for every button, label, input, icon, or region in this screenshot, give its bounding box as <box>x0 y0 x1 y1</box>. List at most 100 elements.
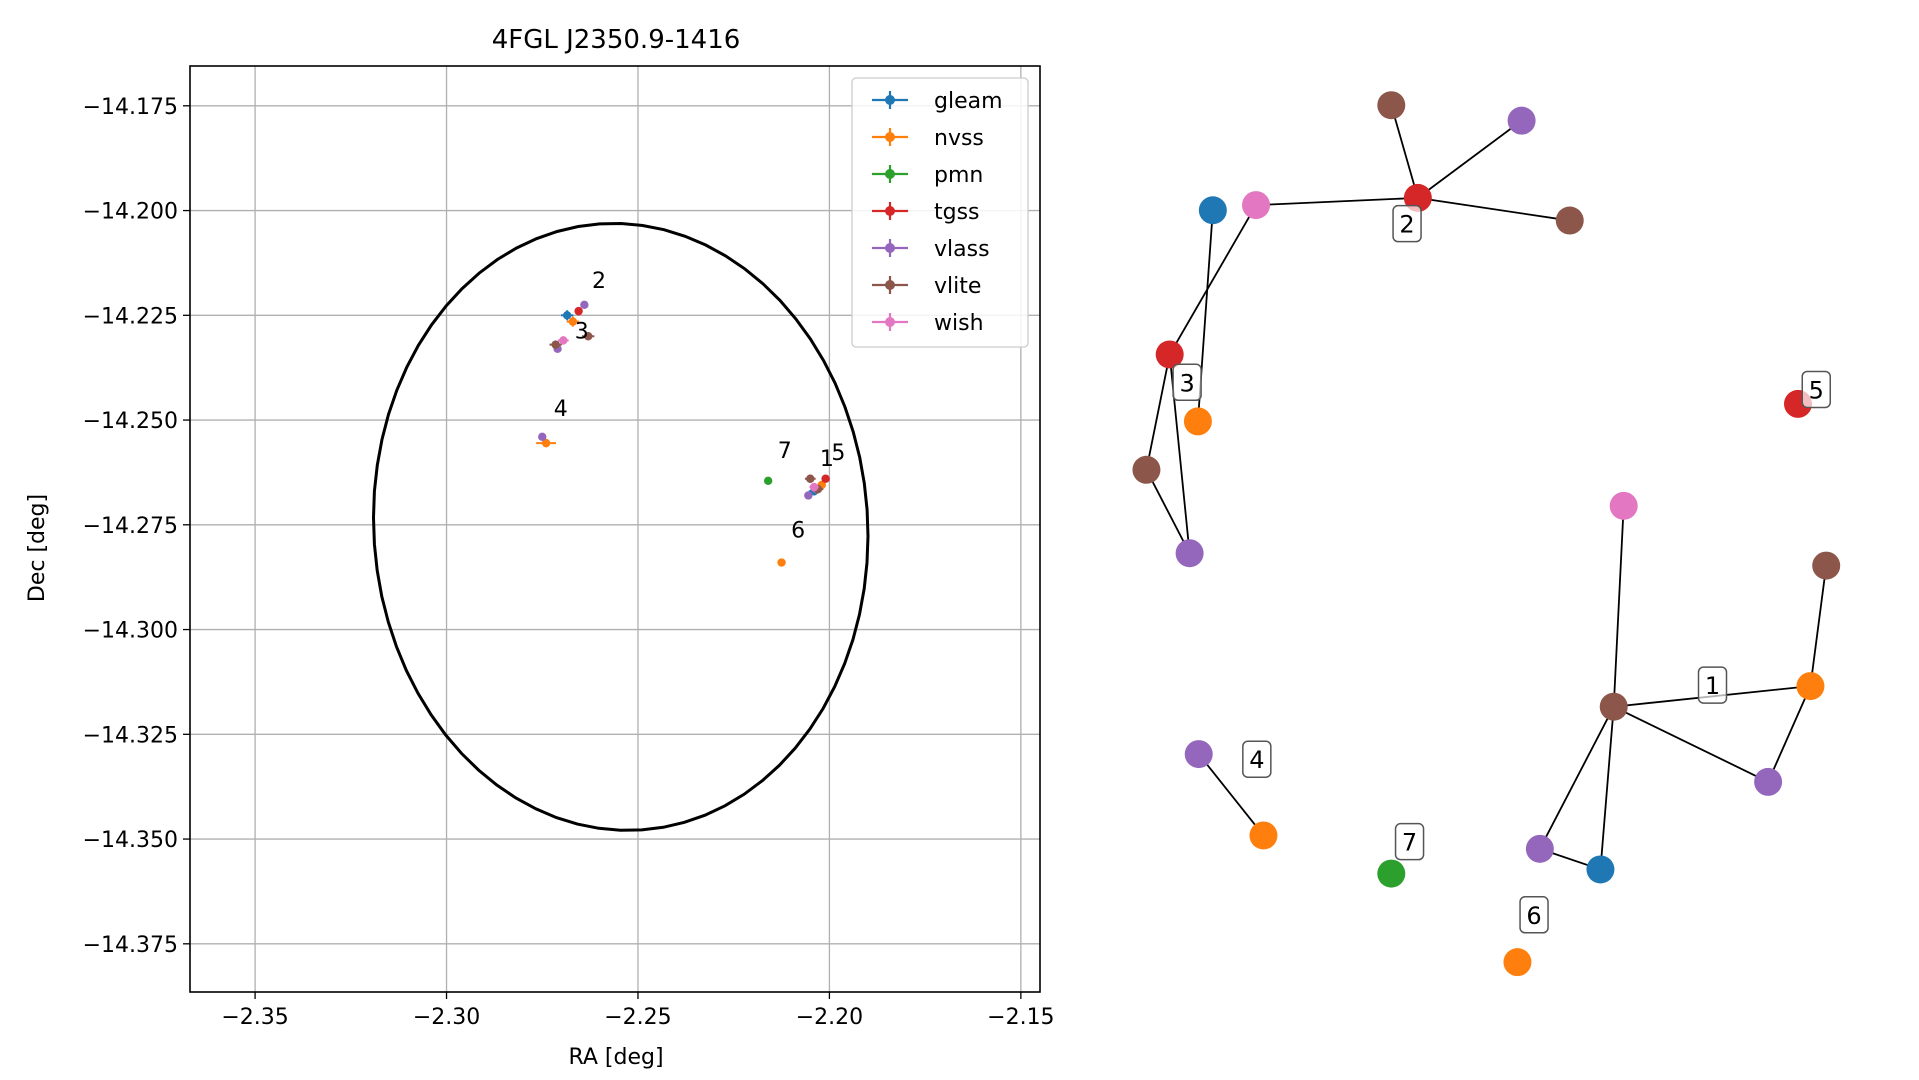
x-tick-label: −2.35 <box>221 1005 288 1030</box>
network-node <box>1377 859 1406 888</box>
network-label: 3 <box>1172 363 1202 402</box>
legend-swatch-marker <box>885 132 895 142</box>
x-tick-label: −2.25 <box>604 1005 671 1030</box>
legend-entry-gleam: gleam <box>872 89 1003 114</box>
y-tick-label: −14.325 <box>83 723 178 748</box>
y-tick-label: −14.275 <box>83 514 178 539</box>
legend-entry-nvss: nvss <box>872 126 984 151</box>
y-axis-ticks: −14.175 −14.200 −14.225 −14.250 −14.275 −14.3… <box>83 95 190 958</box>
network-label-text: 5 <box>1809 376 1824 404</box>
legend-label: gleam <box>934 89 1003 114</box>
x-axis-ticks: −2.35 −2.30 −2.25 −2.20 −2.15 <box>221 992 1055 1030</box>
legend-label: pmn <box>934 163 983 188</box>
network-node <box>1754 767 1783 796</box>
x-tick-label: −2.15 <box>987 1005 1054 1030</box>
network-labels: 1 2 3 4 5 6 7 <box>1172 204 1831 934</box>
network-node <box>1525 834 1554 863</box>
point-annotation: 5 <box>831 441 845 466</box>
match-network-panel: 1 2 3 4 5 6 7 <box>1132 91 1841 977</box>
legend-entry-vlass: vlass <box>872 237 990 262</box>
point-vlass <box>804 491 813 500</box>
legend-swatch-marker <box>885 243 895 253</box>
network-node <box>1507 106 1536 135</box>
legend-label: tgss <box>934 200 980 225</box>
point-annotation: 6 <box>791 518 805 543</box>
point-vlass <box>580 300 589 310</box>
network-node <box>1796 672 1825 701</box>
data-points <box>536 300 830 567</box>
network-edge <box>1599 706 1615 870</box>
x-tick-label: −2.30 <box>413 1005 480 1030</box>
network-edge <box>1390 104 1419 199</box>
network-label-text: 6 <box>1526 902 1541 930</box>
network-edge <box>1198 753 1265 837</box>
network-label: 2 <box>1392 204 1422 243</box>
point-marker <box>574 306 583 316</box>
plot-frame <box>189 65 1041 993</box>
network-edge <box>1255 196 1418 206</box>
network-edge <box>1145 354 1171 470</box>
network-node <box>1609 491 1638 520</box>
point-wish <box>557 336 569 345</box>
point-marker <box>551 340 560 349</box>
point-marker <box>538 432 547 442</box>
point-tgss <box>574 306 583 316</box>
legend-swatch-marker <box>885 169 895 179</box>
y-tick-label: −14.250 <box>83 409 178 434</box>
network-label-box <box>1394 822 1425 861</box>
network-label-text: 2 <box>1399 211 1414 239</box>
point-marker <box>583 332 593 341</box>
network-node <box>1599 692 1628 721</box>
point-marker <box>763 476 773 486</box>
point-tgss <box>821 474 830 483</box>
point-vlite <box>582 332 595 341</box>
x-tick-label: −2.20 <box>796 1005 863 1030</box>
network-node <box>1586 855 1615 884</box>
point-marker <box>809 482 819 492</box>
network-edge <box>1417 196 1570 222</box>
network-edge <box>1539 706 1615 850</box>
legend-label: wish <box>934 311 984 336</box>
point-annotation: 7 <box>778 439 792 464</box>
source-ellipse <box>371 221 870 832</box>
point-marker <box>541 438 551 448</box>
point-gleam <box>561 310 574 321</box>
x-axis-label: RA [deg] <box>568 1045 663 1070</box>
point-marker <box>806 474 815 483</box>
network-node <box>1175 539 1204 568</box>
legend-swatch-marker <box>885 206 895 216</box>
network-label: 6 <box>1519 896 1549 934</box>
point-annotation: 1 <box>820 447 834 472</box>
legend: gleam nvss pmn tgss vlass vlite wish <box>851 77 1029 348</box>
network-node <box>1503 948 1532 977</box>
y-tick-label: −14.175 <box>83 95 178 120</box>
legend-swatch-marker <box>885 317 895 327</box>
point-annotation: 2 <box>592 269 606 294</box>
network-edge <box>1417 119 1523 199</box>
network-label-box <box>1242 740 1272 778</box>
y-tick-label: −14.200 <box>83 200 178 225</box>
sky-scatter-panel: −2.35 −2.30 −2.25 −2.20 −2.15 −14.175 −14.200… <box>25 25 1055 1070</box>
point-marker <box>777 558 786 567</box>
network-node <box>1812 551 1841 580</box>
network-node <box>1184 740 1213 769</box>
point-vlass <box>538 432 547 442</box>
network-edges <box>1145 104 1828 871</box>
legend-entry-tgss: tgss <box>872 200 980 225</box>
point-marker <box>559 336 568 345</box>
network-label-box <box>1697 666 1728 704</box>
legend-label: vlass <box>934 237 990 262</box>
legend-box <box>851 77 1029 348</box>
network-label: 1 <box>1697 666 1728 704</box>
network-label-text: 7 <box>1402 829 1417 857</box>
network-edge <box>1767 685 1812 783</box>
network-node <box>1198 196 1227 225</box>
point-vlite <box>549 340 562 349</box>
point-marker <box>804 491 813 500</box>
point-wish <box>809 482 819 492</box>
network-node <box>1132 455 1161 484</box>
network-label-text: 1 <box>1705 672 1720 700</box>
legend-label: vlite <box>934 274 981 299</box>
network-node <box>1155 340 1184 369</box>
